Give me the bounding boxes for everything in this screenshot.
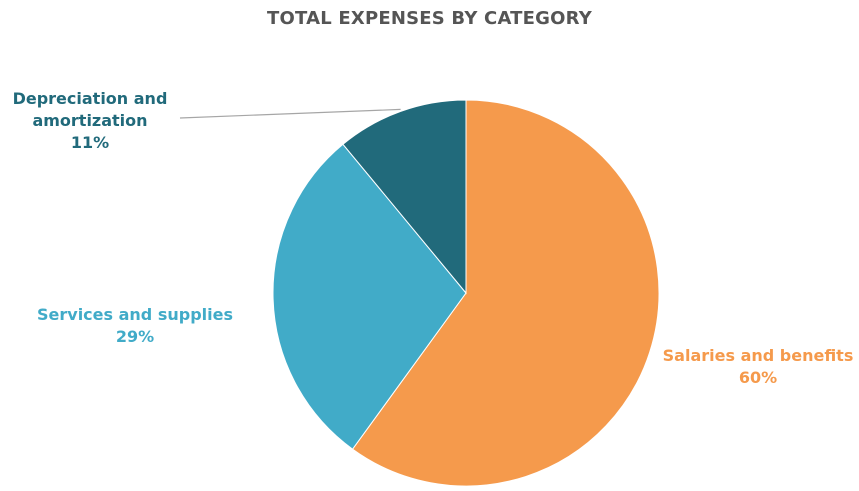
slice-label-depreciation: Depreciation and amortization 11% (0, 88, 180, 154)
pie-slices (272, 99, 660, 487)
slice-label-depreciation-value: 11% (70, 133, 110, 152)
slice-label-services-value: 29% (115, 327, 155, 346)
leader-line-depreciation (179, 108, 401, 119)
chart-title: TOTAL EXPENSES BY CATEGORY (267, 8, 592, 29)
slice-label-services: Services and supplies 29% (30, 304, 240, 348)
slice-label-salaries: Salaries and benefits 60% (658, 345, 858, 389)
pie-slice-salaries-and-benefits (351, 99, 660, 487)
pie-slice-services-and-supplies (272, 143, 467, 450)
slice-label-depreciation-line1: Depreciation and (12, 89, 168, 108)
slice-label-services-name: Services and supplies (37, 305, 233, 324)
slice-label-depreciation-line2: amortization (32, 111, 148, 130)
pie-slice-depreciation-and-amortization (342, 99, 467, 295)
slice-label-salaries-name: Salaries and benefits (662, 346, 854, 365)
slice-label-salaries-value: 60% (738, 368, 778, 387)
